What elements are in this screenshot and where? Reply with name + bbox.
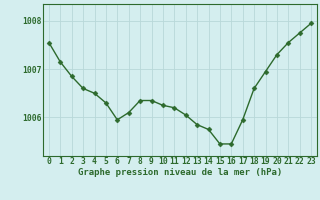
X-axis label: Graphe pression niveau de la mer (hPa): Graphe pression niveau de la mer (hPa) — [78, 168, 282, 177]
